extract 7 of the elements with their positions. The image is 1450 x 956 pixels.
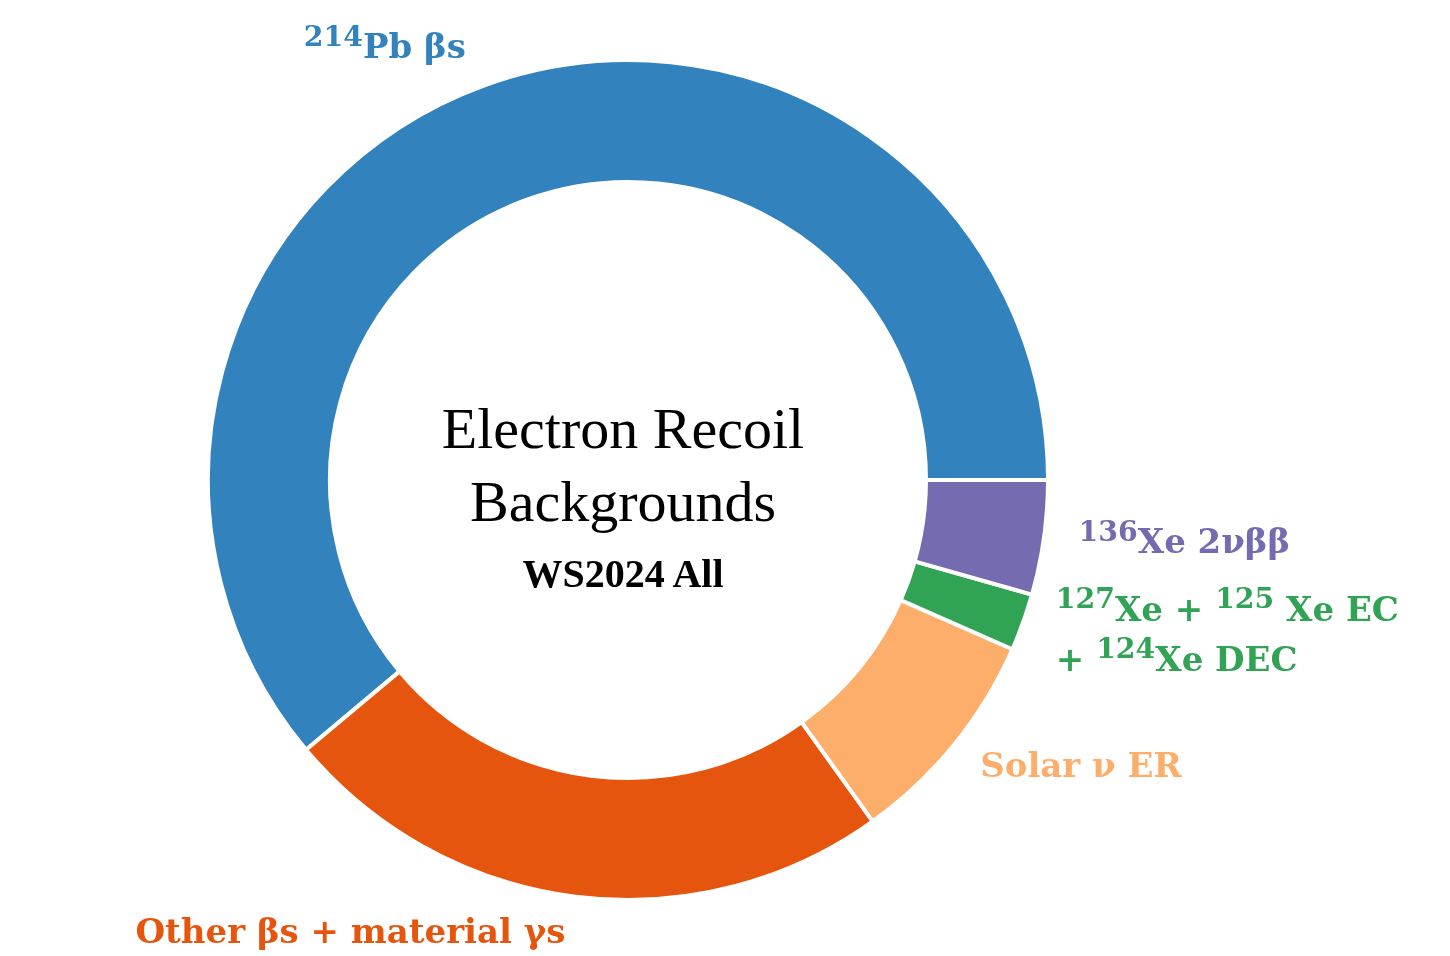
text: Electron Recoil Backgrounds [440,395,806,536]
text: WS2024 All [521,550,725,598]
slice-label: $^{214}$Pb βs [303,17,466,68]
slice-label: $^{136}$Xe 2νββ [1078,513,1291,564]
slice-label: Other βs + material γs [135,910,566,954]
category-label: $^{127}$Xe + $^{125}$ Xe EC + $^{124}$Xe DEC [1055,581,1399,680]
slice-label: Solar ν ER [980,743,1182,787]
